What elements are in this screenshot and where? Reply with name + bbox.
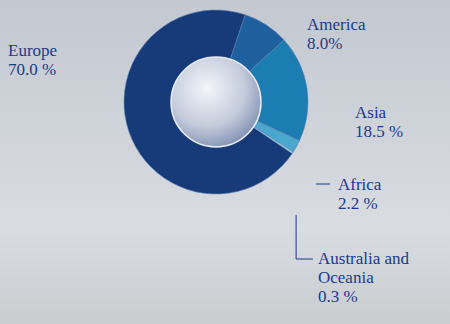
category-label: Europe <box>8 41 57 60</box>
labels: Europe70.0 % America8.0% Asia18.5 % Africa2… <box>8 15 410 306</box>
category-label: Africa <box>338 175 382 194</box>
pie <box>124 10 308 194</box>
leaders <box>296 184 330 259</box>
value-label: 8.0% <box>307 34 342 53</box>
leader-line <box>296 215 313 259</box>
value-label: 18.5 % <box>355 122 403 141</box>
category-label: Asia <box>355 103 387 122</box>
value-label: 0.3 % <box>318 287 358 306</box>
value-label: 2.2 % <box>338 194 378 213</box>
center-disc <box>171 57 261 147</box>
chart: Europe70.0 % America8.0% Asia18.5 % Africa2… <box>0 0 450 324</box>
category-label: America <box>307 15 366 34</box>
leader-line <box>316 184 330 185</box>
value-label: 70.0 % <box>8 60 56 79</box>
category-label: Australia andOceania <box>318 249 410 287</box>
background <box>0 0 450 324</box>
